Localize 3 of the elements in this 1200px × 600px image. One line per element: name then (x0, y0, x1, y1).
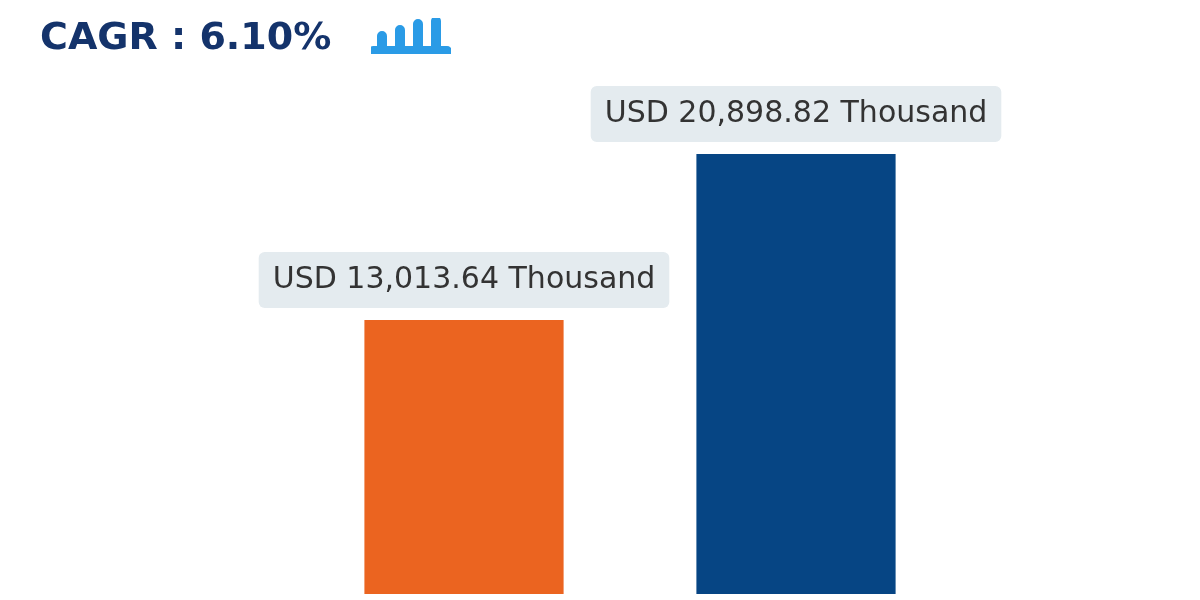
data-label: USD 13,013.64 Thousand (272, 259, 656, 295)
chart-title: CAGR : 6.10% (40, 14, 332, 58)
data-label: USD 20,898.82 Thousand (604, 93, 988, 129)
